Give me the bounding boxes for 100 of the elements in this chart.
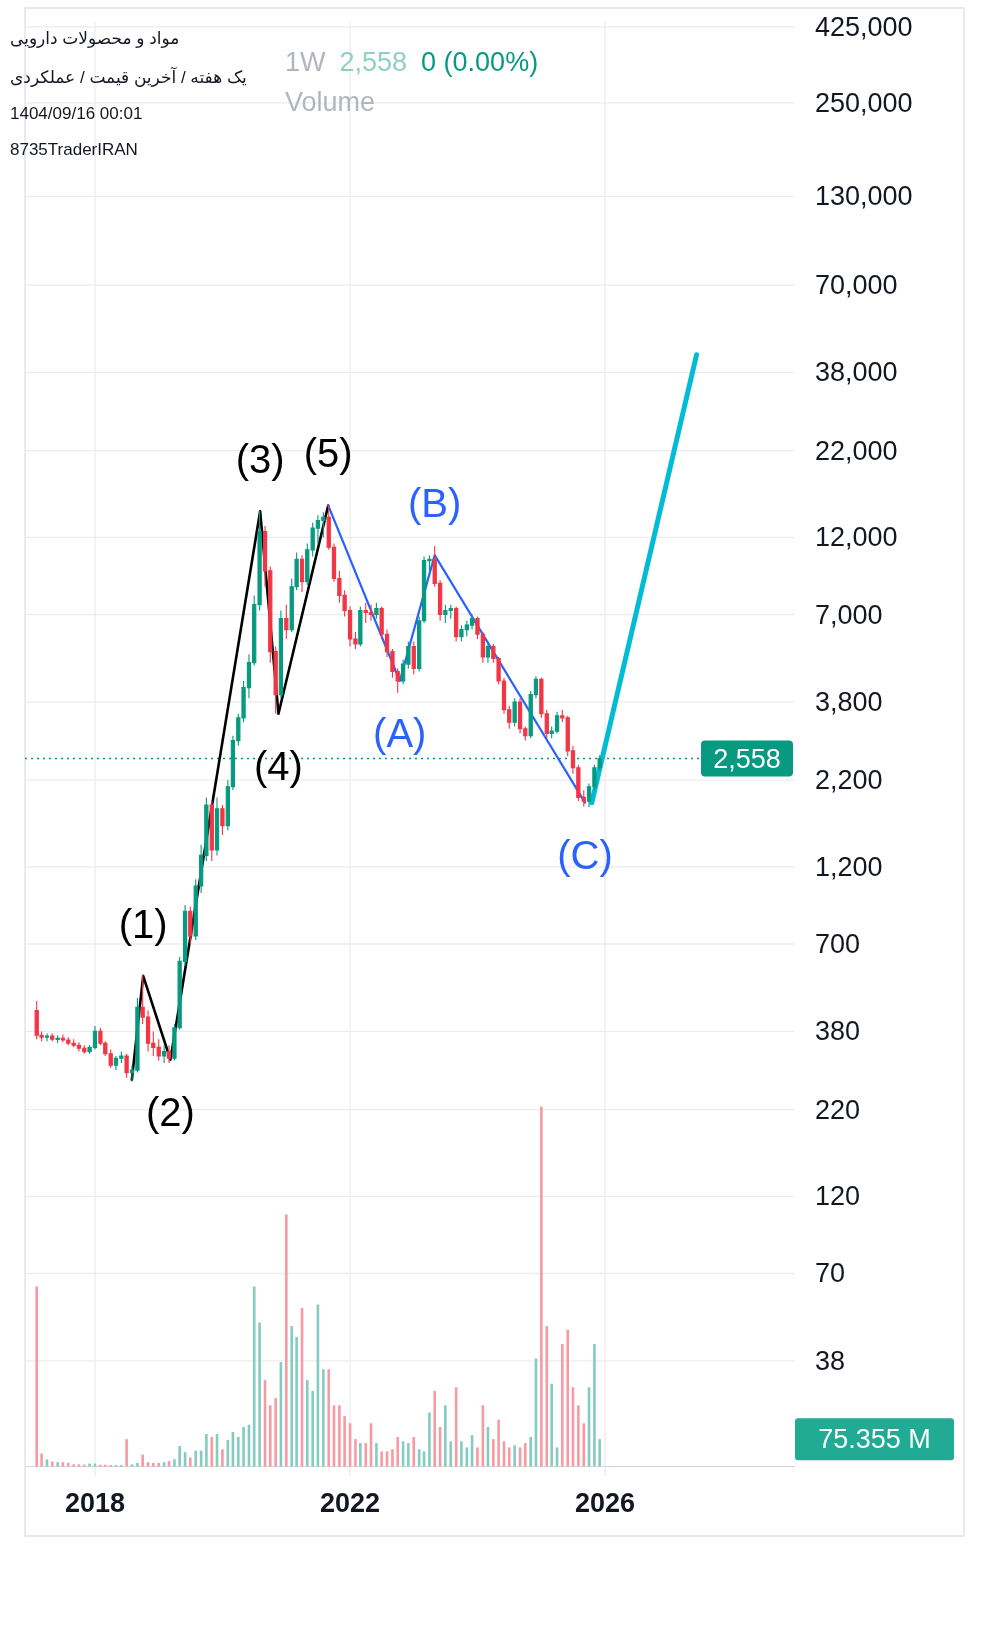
annotation: (1) <box>118 901 168 946</box>
bar <box>50 1461 54 1467</box>
candlestick <box>299 554 305 593</box>
bar <box>295 1336 298 1467</box>
bar <box>444 1405 447 1467</box>
bar <box>290 1326 294 1467</box>
y-tick-label: 2,200 <box>815 765 883 796</box>
bar <box>593 1344 596 1467</box>
y-tick-label: 3,800 <box>815 686 883 717</box>
bar <box>566 1329 570 1467</box>
annotation: (3) <box>235 437 285 482</box>
bar <box>412 1436 416 1467</box>
bar <box>529 1436 533 1467</box>
bar <box>561 1344 564 1467</box>
annotation: (5) <box>303 431 353 476</box>
chart-title: Volume <box>285 86 376 118</box>
candlestick <box>188 905 193 945</box>
annotation: (B) <box>408 481 462 526</box>
x-tick-label: 2018 <box>64 1488 126 1518</box>
x-tick-label: 2022 <box>320 1488 381 1518</box>
bar <box>343 1416 346 1467</box>
bar <box>162 1462 166 1467</box>
bar <box>492 1439 495 1467</box>
chart-title: مواد و محصولات دارویی <box>10 29 180 49</box>
bar <box>125 1439 128 1467</box>
bar <box>540 1106 543 1467</box>
bar <box>152 1462 155 1467</box>
bar <box>77 1464 81 1467</box>
bar <box>550 1383 553 1467</box>
bar <box>61 1462 65 1467</box>
bar <box>237 1436 240 1467</box>
bar <box>205 1434 208 1467</box>
candlestick <box>166 1044 172 1064</box>
bar <box>189 1457 192 1467</box>
annotation: (A) <box>373 710 427 755</box>
candlestick <box>358 606 363 647</box>
bar <box>497 1419 500 1467</box>
bar <box>354 1439 357 1467</box>
bar <box>428 1412 431 1467</box>
bar <box>577 1405 580 1467</box>
bar <box>513 1445 516 1467</box>
bar <box>66 1462 70 1467</box>
candlestick <box>284 604 289 640</box>
y-tick-label: 22,000 <box>815 435 898 466</box>
bar <box>210 1436 214 1467</box>
bar <box>375 1443 378 1467</box>
candlestick <box>512 697 517 728</box>
bar <box>130 1464 134 1467</box>
candlestick <box>220 804 225 836</box>
bar <box>305 1380 309 1467</box>
bar <box>141 1454 144 1467</box>
bar <box>507 1447 511 1467</box>
y-tick-label: 700 <box>815 929 861 959</box>
annotation: (C) <box>557 832 613 877</box>
y-tick-label: 220 <box>815 1094 861 1125</box>
bar <box>268 1405 272 1467</box>
bar <box>545 1326 549 1467</box>
bar <box>252 1286 256 1467</box>
bar <box>40 1453 43 1467</box>
y-tick-label: 70 <box>815 1258 846 1289</box>
bar <box>524 1443 527 1467</box>
bar <box>407 1443 410 1467</box>
y-tick-label: 130,000 <box>815 181 913 212</box>
bar <box>582 1423 586 1467</box>
bar <box>258 1322 261 1467</box>
bar <box>311 1390 314 1467</box>
bar <box>221 1449 224 1467</box>
candlestick <box>214 796 220 856</box>
annotation: 1404/09/16 00:01 <box>10 104 143 124</box>
bar <box>380 1451 383 1467</box>
candlestick <box>374 602 379 620</box>
bar <box>173 1459 176 1467</box>
bar <box>338 1405 341 1467</box>
bar <box>285 1214 288 1467</box>
bar <box>476 1447 479 1467</box>
y-tick-label: 250,000 <box>815 87 913 118</box>
candlestick <box>44 1032 50 1042</box>
candlestick <box>124 1053 129 1079</box>
bar <box>274 1398 277 1467</box>
bar <box>359 1443 362 1467</box>
bar <box>157 1462 161 1467</box>
annotation: 8735TraderIRAN <box>10 140 138 160</box>
text: 75.355 M <box>818 1424 931 1455</box>
annotation: 1W <box>285 46 326 78</box>
y-tick-label: 38 <box>815 1345 846 1376</box>
bar <box>35 1286 38 1467</box>
bar <box>178 1445 181 1467</box>
y-tick-label: 7,000 <box>815 599 883 630</box>
annotation: (2) <box>145 1089 195 1134</box>
bar <box>146 1462 150 1467</box>
bar <box>364 1443 368 1467</box>
bar <box>194 1450 198 1467</box>
bar <box>136 1462 139 1467</box>
candlestick <box>368 604 374 622</box>
ref-line-label: 2,558 <box>713 743 781 774</box>
y-tick-label: 1,200 <box>815 851 883 882</box>
bar <box>460 1441 463 1467</box>
y-tick-label: 120 <box>815 1181 861 1212</box>
bar <box>242 1426 245 1467</box>
bar <box>56 1462 59 1467</box>
